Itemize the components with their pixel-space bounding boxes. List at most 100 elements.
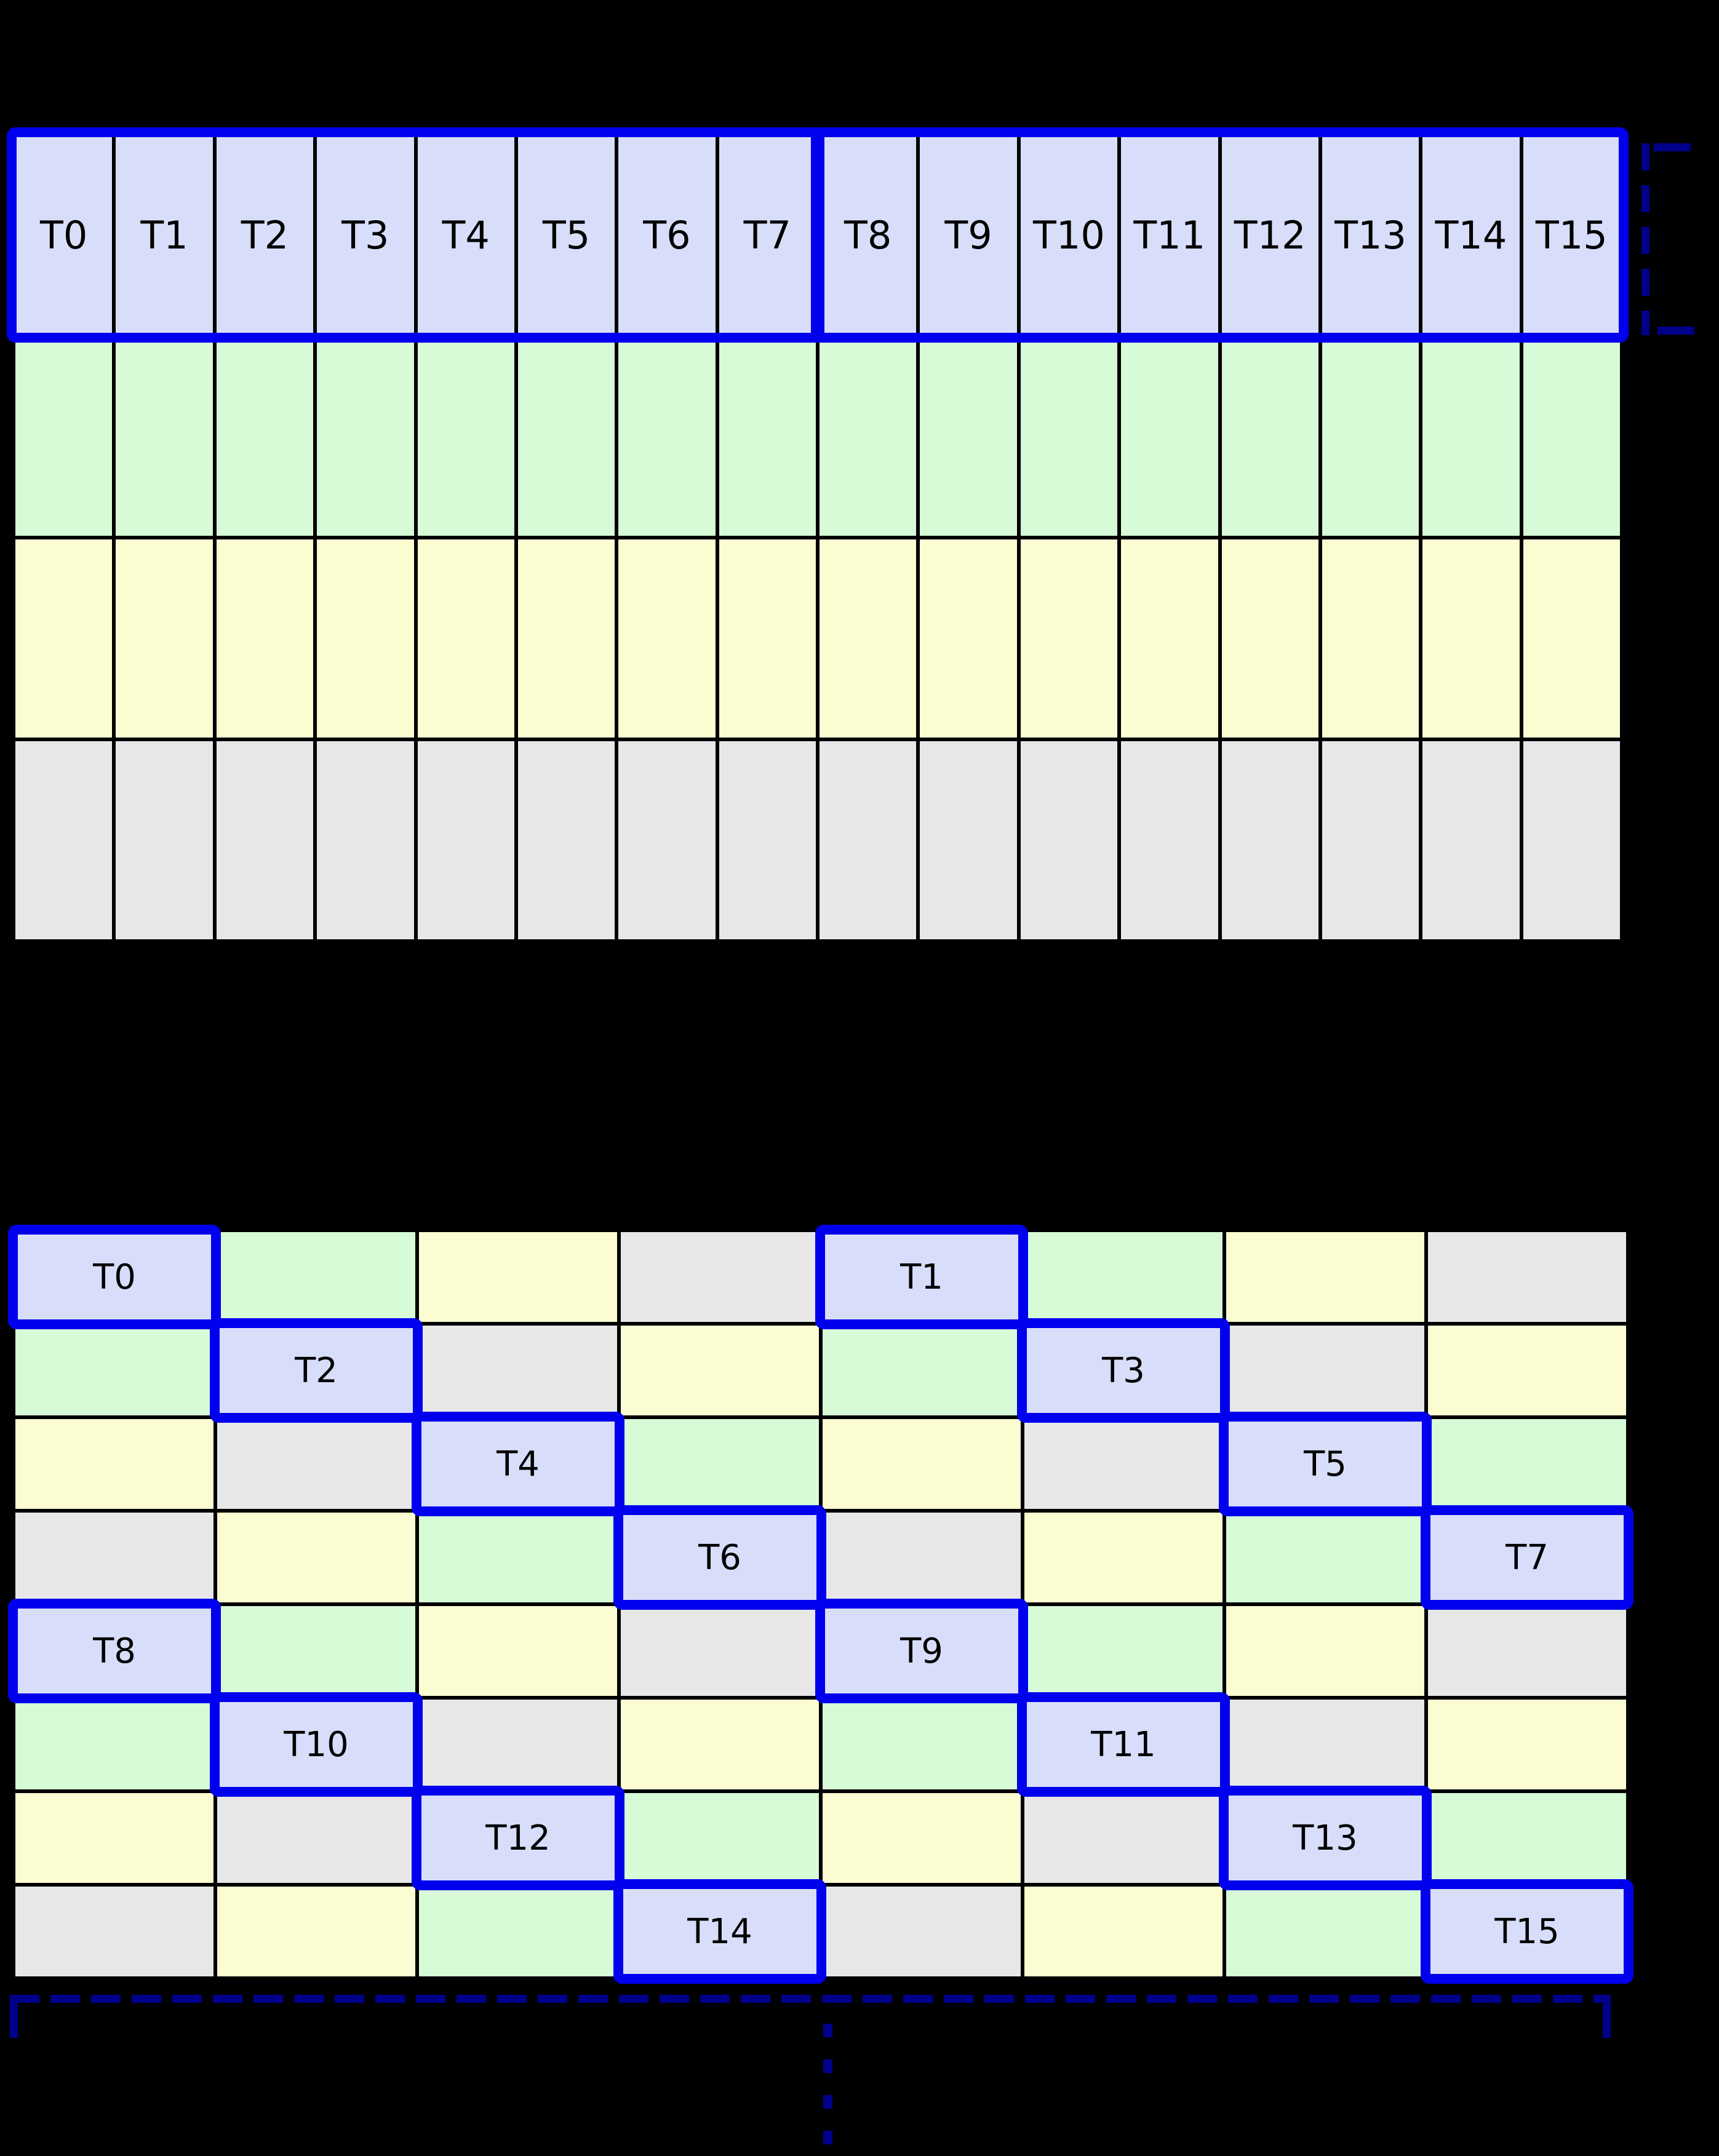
row-group-bracket-bottom-icon: [1657, 327, 1694, 335]
span-bracket-icon: [10, 1995, 1611, 2003]
lower-grid-cell: [1426, 1791, 1628, 1885]
lower-grid-thread-cell-T15: T15: [1421, 1879, 1633, 1984]
thread-label: T9: [944, 212, 992, 258]
continuation-dot-icon: [823, 2024, 832, 2037]
lower-grid-cell: [417, 1604, 619, 1698]
lower-grid: T0 T1 T2 T3 T4 T5 T6 T7 T8 T9 T10 T11 T12 T13 T14 T15: [8, 1225, 1633, 1984]
upper-grid-cell: [114, 739, 215, 941]
upper-grid-cell: [818, 739, 919, 941]
lower-grid-cell: [417, 1511, 619, 1604]
upper-grid-cell: [1219, 538, 1320, 739]
thread-label: T15: [1535, 212, 1608, 258]
lower-grid-cell: [1023, 1417, 1224, 1511]
lower-grid-cell: [417, 1230, 619, 1324]
lower-grid-cell: [1224, 1511, 1426, 1604]
lower-grid-cell: [417, 1885, 619, 1978]
thread-label: T13: [1334, 212, 1406, 258]
lower-grid-thread-cell-T1: T1: [815, 1225, 1028, 1329]
lower-grid-cell: [14, 1791, 215, 1885]
upper-grid-cell: [616, 336, 717, 538]
upper-grid-cell: [415, 336, 516, 538]
upper-grid-cell: [516, 739, 617, 941]
lower-grid-thread-cell-T2: T2: [210, 1318, 423, 1423]
upper-grid-cell: [818, 538, 919, 739]
upper-grid-cell: [1521, 739, 1622, 941]
thread-label: T0: [40, 212, 88, 258]
lower-grid-cell: [1426, 1324, 1628, 1417]
row-group-bracket-top-icon: [1654, 143, 1691, 151]
lower-grid-cell: [14, 1885, 215, 1978]
thread-label: T6: [698, 1537, 741, 1578]
lower-grid-cell: [619, 1230, 821, 1324]
upper-grid-cell: [14, 336, 114, 538]
upper-grid-thread-cell-T0: T0: [14, 134, 114, 336]
upper-grid-thread-cell-T15: T15: [1521, 134, 1622, 336]
lower-grid-cell: [821, 1698, 1023, 1791]
lower-grid-cell: [821, 1324, 1023, 1417]
upper-grid-cell: [1219, 336, 1320, 538]
lower-grid-cell: [215, 1604, 417, 1698]
lower-grid-cell: [1023, 1791, 1224, 1885]
continuation-dot-icon: [823, 2095, 832, 2109]
lower-grid-thread-cell-T11: T11: [1017, 1692, 1230, 1797]
upper-grid-cell: [114, 538, 215, 739]
upper-grid-cell: [1119, 739, 1220, 941]
thread-label: T7: [1506, 1537, 1549, 1578]
upper-grid-thread-cell-T10: T10: [1018, 134, 1120, 336]
lower-grid-cell: [821, 1791, 1023, 1885]
upper-grid-cell: [717, 739, 818, 941]
lower-grid-cell: [1224, 1324, 1426, 1417]
lower-grid-cell: [619, 1324, 821, 1417]
upper-grid-cell: [214, 538, 316, 739]
lower-grid-cell: [821, 1885, 1023, 1978]
upper-grid-cell: [616, 739, 717, 941]
lower-grid-cell: [1023, 1511, 1224, 1604]
upper-grid-cell: [516, 538, 617, 739]
lower-grid-cell: [1426, 1604, 1628, 1698]
lower-grid-cell: [1426, 1698, 1628, 1791]
upper-grid-cell: [1018, 538, 1120, 739]
upper-grid-cell: [1018, 739, 1120, 941]
upper-grid-thread-cell-T8: T8: [818, 134, 919, 336]
upper-grid-cell: [315, 538, 416, 739]
upper-grid-cell: [1119, 538, 1220, 739]
lower-grid-thread-cell-T8: T8: [8, 1599, 221, 1703]
thread-label: T9: [900, 1631, 943, 1671]
lower-grid-cell: [1224, 1885, 1426, 1978]
continuation-dot-icon: [823, 2059, 832, 2073]
upper-grid-cell: [315, 336, 416, 538]
lower-grid-thread-cell-T3: T3: [1017, 1318, 1230, 1423]
thread-label: T12: [1234, 212, 1306, 258]
upper-grid-cell: [1119, 336, 1220, 538]
upper-grid-thread-cell-T5: T5: [516, 134, 617, 336]
span-bracket-right-tick-icon: [1603, 1995, 1611, 2038]
upper-grid-cell: [1018, 336, 1120, 538]
row-group-bracket-icon: [1641, 143, 1649, 335]
thread-label: T15: [1494, 1911, 1560, 1952]
lower-grid-cell: [619, 1417, 821, 1511]
upper-grid-cell: [14, 739, 114, 941]
thread-label: T4: [497, 1444, 540, 1484]
thread-label: T1: [900, 1257, 943, 1297]
thread-label: T8: [844, 212, 892, 258]
lower-grid-thread-cell-T10: T10: [210, 1692, 423, 1797]
lower-grid-thread-cell-T0: T0: [8, 1225, 221, 1329]
upper-grid-cell: [918, 538, 1019, 739]
upper-grid-cell: [214, 739, 316, 941]
thread-label: T5: [542, 212, 591, 258]
upper-grid-cell: [1219, 739, 1320, 941]
thread-label: T7: [743, 212, 791, 258]
upper-grid-cell: [214, 336, 316, 538]
upper-grid-cell: [114, 336, 215, 538]
upper-grid-cell: [14, 538, 114, 739]
upper-grid-thread-cell-T13: T13: [1320, 134, 1421, 336]
thread-label: T14: [687, 1911, 752, 1952]
upper-grid-thread-cell-T9: T9: [918, 134, 1019, 336]
lower-grid-cell: [14, 1511, 215, 1604]
upper-grid-cell: [918, 336, 1019, 538]
upper-grid-thread-cell-T4: T4: [415, 134, 516, 336]
lower-grid-cell: [215, 1791, 417, 1885]
lower-grid-thread-cell-T7: T7: [1421, 1505, 1633, 1610]
lower-grid-cell: [1023, 1230, 1224, 1324]
